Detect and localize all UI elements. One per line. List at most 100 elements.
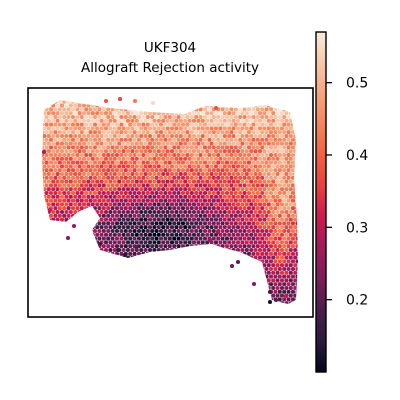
spot [247, 275, 251, 279]
spot [243, 297, 247, 301]
spot [128, 275, 132, 279]
spot [172, 199, 176, 203]
spot [201, 210, 205, 214]
spot [117, 218, 121, 222]
spot [47, 263, 51, 267]
spot [174, 180, 178, 184]
spot [128, 115, 132, 119]
spot [53, 100, 57, 104]
colorbar-tick-label: 0.2 [346, 293, 368, 309]
spot [122, 248, 126, 252]
spot [210, 248, 214, 252]
spot [262, 256, 266, 260]
spot [161, 278, 165, 282]
spot [188, 294, 192, 298]
spot [95, 233, 99, 237]
spot [47, 301, 51, 305]
spot [84, 229, 88, 233]
spot [148, 301, 152, 305]
spot [298, 233, 302, 237]
spot [265, 252, 269, 256]
spot [166, 301, 170, 305]
spot [60, 119, 64, 123]
spot [174, 195, 178, 199]
spot [102, 138, 106, 142]
spot [185, 138, 189, 142]
spot [58, 107, 62, 111]
spot [137, 168, 141, 172]
spot [119, 199, 123, 203]
spot [166, 134, 170, 138]
spot [64, 218, 68, 222]
spot [91, 256, 95, 260]
spot [232, 187, 236, 191]
spot [56, 301, 60, 305]
spot [238, 115, 242, 119]
spot [192, 256, 196, 260]
spot [177, 206, 181, 210]
spot [276, 164, 280, 168]
spot [124, 229, 128, 233]
spot [236, 172, 240, 176]
spot [117, 210, 121, 214]
spot [221, 237, 225, 241]
spot [179, 210, 183, 214]
spot [67, 191, 71, 195]
spot [251, 297, 255, 301]
spot [262, 225, 266, 229]
spot [119, 214, 123, 218]
spot [177, 252, 181, 256]
spot [267, 202, 271, 206]
spot [47, 233, 51, 237]
spot [89, 176, 93, 180]
spot [84, 214, 88, 218]
spot [159, 168, 163, 172]
spot [168, 130, 172, 134]
spot [254, 164, 258, 168]
spot [183, 180, 187, 184]
spot [40, 206, 44, 210]
spot [45, 130, 49, 134]
spot [225, 229, 229, 233]
spot [287, 161, 291, 165]
spot [247, 115, 251, 119]
spot [152, 157, 156, 161]
spot [269, 183, 273, 187]
spot [256, 123, 260, 127]
spot [234, 252, 238, 256]
spot [188, 271, 192, 275]
spot [108, 294, 112, 298]
spot [139, 294, 143, 298]
spot [82, 256, 86, 260]
spot [183, 240, 187, 244]
spot [240, 164, 244, 168]
spot [40, 100, 44, 104]
spot [113, 210, 117, 214]
spot [67, 199, 71, 203]
spot [185, 100, 189, 104]
spot [62, 206, 66, 210]
spot [179, 278, 183, 282]
spot [69, 240, 73, 244]
spot [170, 263, 174, 267]
spot [157, 301, 161, 305]
spot [40, 191, 44, 195]
spot [111, 206, 115, 210]
spot [117, 142, 121, 146]
spot [262, 301, 266, 305]
spot [196, 210, 200, 214]
spot [130, 180, 134, 184]
spot [71, 153, 75, 157]
spot [113, 172, 117, 176]
spot [295, 168, 299, 172]
spot [62, 199, 66, 203]
spot [104, 119, 108, 123]
spot [205, 256, 209, 260]
spot [128, 161, 132, 165]
spot [67, 275, 71, 279]
spot [218, 157, 222, 161]
spot [38, 142, 42, 146]
spot [139, 218, 143, 222]
spot [249, 202, 253, 206]
spot [280, 240, 284, 244]
